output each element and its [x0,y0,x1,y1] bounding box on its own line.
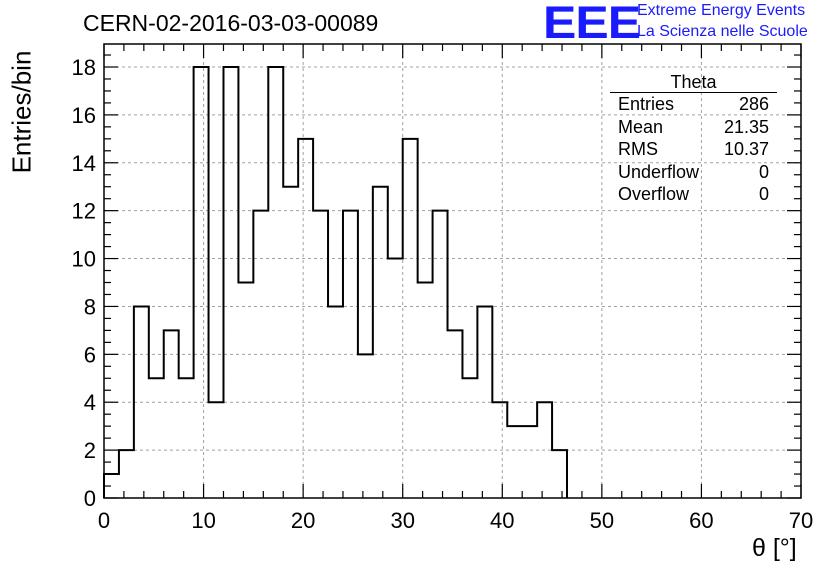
stats-label: Entries [618,94,675,114]
x-tick-label: 20 [291,508,315,533]
y-tick-label: 10 [72,247,96,272]
x-tick-label: 60 [689,508,713,533]
stats-row-underflow: Underflow 0 [610,161,777,184]
y-tick-label: 8 [84,294,96,319]
stats-label: Underflow [618,161,700,182]
y-tick-label: 12 [72,199,96,224]
x-tick-label: 30 [390,508,414,533]
stats-row-rms: RMS 10.37 [610,138,777,161]
y-tick-label: 14 [72,151,96,176]
eee-logo: EEE [543,0,641,48]
y-tick-label: 2 [84,438,96,463]
stats-value: 21.35 [723,116,769,137]
stats-label: Overflow [618,184,690,205]
y-axis-label: Entries/bin [6,50,37,174]
x-tick-label: 40 [490,508,514,533]
stats-value: 0 [758,184,769,205]
axis-ticks [103,44,802,499]
org-name-line1: Extreme Energy Events [637,2,806,19]
stats-label: Mean [618,116,664,137]
stats-row-entries: Entries 286 [610,93,777,116]
y-tick-label: 18 [72,55,96,80]
stats-row-overflow: Overflow 0 [610,183,777,206]
y-tick-label: 0 [84,486,96,511]
x-tick-label: 0 [98,508,110,533]
y-tick-label: 16 [72,103,96,128]
x-tick-label: 70 [789,508,813,533]
tick-labels: 0 10 20 30 40 50 60 70 0 2 4 6 8 10 12 14 16 18 [72,55,814,533]
stats-box-title: Theta [610,73,777,93]
x-axis-label: θ [°] [752,534,797,562]
org-name-line2: La Scienza nelle Scuole [637,23,808,40]
stats-label: RMS [618,139,658,160]
stats-value: 286 [738,94,769,114]
grid-lines [104,44,801,498]
stats-value: 10.37 [723,139,769,160]
x-tick-label: 50 [590,508,614,533]
stats-value: 0 [758,161,769,182]
histogram-outline [103,66,569,498]
y-tick-label: 4 [84,390,96,415]
stats-row-mean: Mean 21.35 [610,116,777,139]
stats-box: Theta Entries 286 Mean 21.35 RMS 10.37 U… [610,73,777,206]
x-tick-label: 10 [191,508,215,533]
y-tick-label: 6 [84,342,96,367]
chart-title: CERN-02-2016-03-03-00089 [83,10,379,36]
